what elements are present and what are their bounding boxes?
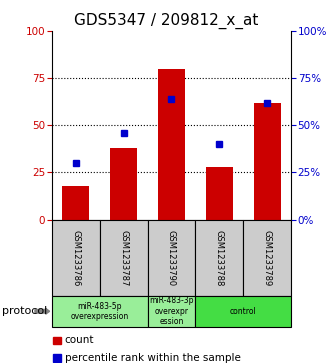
Bar xyxy=(254,103,281,220)
Bar xyxy=(206,167,233,220)
Bar xyxy=(110,148,137,220)
Text: GSM1233788: GSM1233788 xyxy=(215,229,224,286)
Text: GSM1233790: GSM1233790 xyxy=(167,230,176,286)
Text: GSM1233789: GSM1233789 xyxy=(263,230,272,286)
Text: GSM1233787: GSM1233787 xyxy=(119,229,128,286)
Text: miR-483-5p
overexpression: miR-483-5p overexpression xyxy=(71,302,129,321)
Bar xyxy=(158,69,185,220)
Text: count: count xyxy=(65,335,94,346)
Text: percentile rank within the sample: percentile rank within the sample xyxy=(65,353,240,363)
Text: GDS5347 / 209812_x_at: GDS5347 / 209812_x_at xyxy=(74,13,259,29)
Text: GSM1233786: GSM1233786 xyxy=(71,229,80,286)
Text: miR-483-3p
overexpr
ession: miR-483-3p overexpr ession xyxy=(149,296,194,326)
Text: control: control xyxy=(230,307,257,316)
Text: protocol: protocol xyxy=(2,306,47,316)
Bar xyxy=(62,185,89,220)
